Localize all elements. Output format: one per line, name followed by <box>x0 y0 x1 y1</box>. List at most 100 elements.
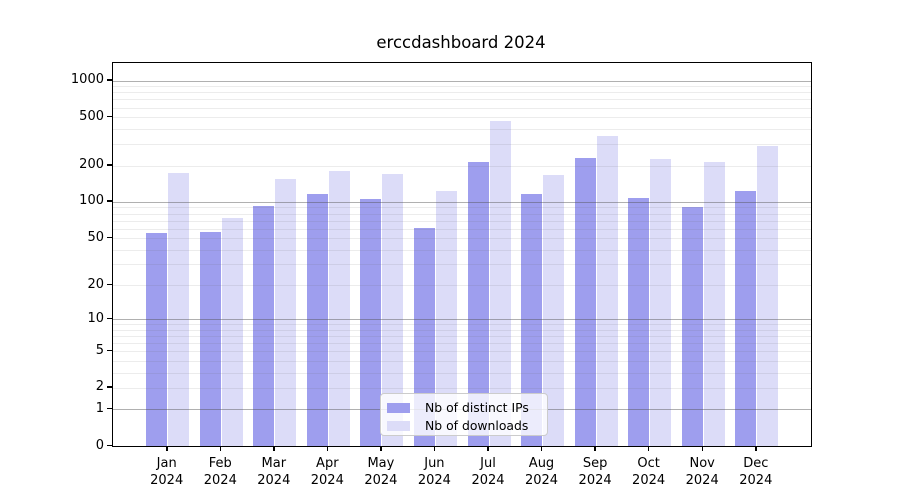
gridline-100 <box>113 201 811 203</box>
legend-entry-downloads: Nb of downloads <box>387 417 547 434</box>
bar-jun-distinct-ips <box>413 227 435 446</box>
x-tick-mark-apr <box>326 446 329 451</box>
x-tick-label-feb: Feb 2024 <box>203 456 237 488</box>
bar-nov-downloads <box>703 162 725 446</box>
gridline-900 <box>113 86 811 88</box>
y-tick-mark-50 <box>107 236 112 238</box>
gridline-30 <box>113 264 811 266</box>
legend-label-downloads: Nb of downloads <box>425 418 529 433</box>
bar-oct-distinct-ips <box>628 197 650 446</box>
y-tick-label-10: 10 <box>87 310 104 326</box>
bar-dec-distinct-ips <box>735 191 757 446</box>
bar-aug-downloads <box>543 175 565 446</box>
bar-jul-distinct-ips <box>467 162 489 446</box>
x-tick-mark-jan <box>166 446 168 451</box>
legend: Nb of distinct IPs Nb of downloads <box>380 393 548 436</box>
plot-area: Nb of distinct IPs Nb of downloads <box>112 62 812 447</box>
y-tick-mark-2 <box>107 386 112 388</box>
bar-jan-downloads <box>168 172 190 446</box>
gridline-600 <box>113 107 811 109</box>
x-tick-mark-may <box>380 446 382 451</box>
gridline-500 <box>113 117 811 119</box>
y-tick-mark-0 <box>107 444 112 446</box>
bar-nov-distinct-ips <box>681 206 703 446</box>
gridline-3 <box>113 372 811 374</box>
x-tick-label-may: May 2024 <box>364 456 398 488</box>
x-tick-label-aug: Aug 2024 <box>524 456 559 488</box>
x-tick-mark-sep <box>594 446 596 451</box>
y-tick-mark-100 <box>107 200 112 202</box>
x-tick-mark-aug <box>540 446 543 451</box>
y-tick-label-50: 50 <box>87 229 104 245</box>
gridline-70 <box>113 220 811 222</box>
y-tick-label-200: 200 <box>79 157 104 172</box>
y-tick-label-2: 2 <box>95 379 104 395</box>
chart-title: erccdashboard 2024 <box>376 33 546 52</box>
bar-sep-downloads <box>596 135 618 446</box>
y-tick-label-20: 20 <box>87 276 104 292</box>
gridline-20 <box>113 285 811 286</box>
x-tick-label-dec: Dec 2024 <box>739 456 773 488</box>
y-tick-label-1: 1 <box>95 400 104 416</box>
gridline-200 <box>113 165 811 167</box>
x-tick-mark-dec <box>755 446 757 451</box>
x-tick-label-jun: Jun 2024 <box>417 456 451 488</box>
bar-mar-downloads <box>275 179 297 446</box>
legend-label-distinct-ips: Nb of distinct IPs <box>425 400 529 415</box>
gridline-300 <box>113 144 811 146</box>
x-tick-label-oct: Oct 2024 <box>632 456 666 488</box>
gridline-4 <box>113 360 811 362</box>
legend-swatch-downloads <box>387 420 410 431</box>
y-tick-label-100: 100 <box>79 193 104 209</box>
bar-feb-distinct-ips <box>199 232 221 446</box>
x-tick-mark-jul <box>487 446 489 451</box>
y-tick-mark-20 <box>107 283 112 285</box>
bar-sep-distinct-ips <box>574 158 596 446</box>
legend-swatch-distinct-ips <box>387 402 410 413</box>
bar-dec-downloads <box>757 145 779 446</box>
gridline-6 <box>113 343 811 345</box>
gridline-50 <box>113 238 811 239</box>
bar-oct-downloads <box>650 159 672 446</box>
gridlines-layer <box>113 63 811 446</box>
y-tick-label-1000: 1000 <box>70 72 104 87</box>
gridline-7 <box>113 336 811 337</box>
gridline-10 <box>113 319 811 321</box>
y-tick-label-5: 5 <box>95 342 104 358</box>
x-axis: Jan 2024 Feb 2024 Mar 2024 Apr 2024 May 2024… <box>112 445 810 500</box>
y-tick-label-0: 0 <box>95 437 104 453</box>
x-tick-mark-oct <box>647 446 650 451</box>
y-tick-mark-200 <box>107 164 112 166</box>
gridline-800 <box>113 92 811 94</box>
gridline-8 <box>113 329 811 331</box>
x-tick-label-mar: Mar 2024 <box>257 456 291 488</box>
bar-may-distinct-ips <box>360 199 382 446</box>
bar-jan-distinct-ips <box>146 233 168 446</box>
y-tick-mark-500 <box>107 115 112 118</box>
bar-feb-downloads <box>221 217 243 446</box>
x-tick-mark-mar <box>273 446 275 451</box>
y-tick-mark-5 <box>107 349 112 352</box>
x-tick-label-jul: Jul 2024 <box>471 456 505 488</box>
y-tick-mark-10 <box>107 317 112 320</box>
x-tick-label-apr: Apr 2024 <box>310 456 344 488</box>
y-tick-label-500: 500 <box>79 108 104 124</box>
gridline-90 <box>113 207 811 209</box>
x-tick-label-nov: Nov 2024 <box>685 456 719 488</box>
x-tick-mark-jun <box>433 446 436 451</box>
bar-apr-downloads <box>328 170 350 446</box>
gridline-40 <box>113 249 811 251</box>
x-tick-label-sep: Sep 2024 <box>578 456 612 488</box>
gridline-80 <box>113 213 811 215</box>
bars-layer <box>113 63 811 446</box>
bar-aug-distinct-ips <box>521 193 543 446</box>
bar-may-downloads <box>382 174 404 446</box>
gridline-5 <box>113 351 811 353</box>
bar-apr-distinct-ips <box>306 193 328 446</box>
gridline-400 <box>113 128 811 130</box>
gridline-1000 <box>113 80 811 82</box>
x-tick-mark-feb <box>219 446 221 451</box>
y-tick-mark-1000 <box>107 79 112 81</box>
y-tick-mark-1 <box>107 407 112 410</box>
